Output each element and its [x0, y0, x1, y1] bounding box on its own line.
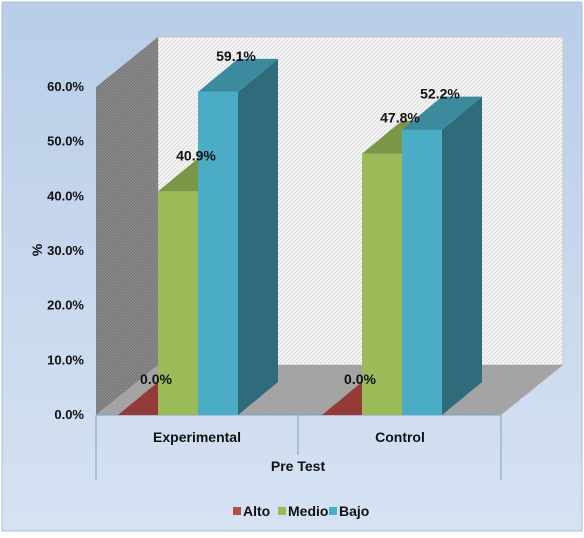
- legend-label-bajo: Bajo: [339, 503, 369, 519]
- y-axis-title: %: [29, 243, 45, 256]
- data-label: 40.9%: [176, 147, 216, 163]
- x-category-label-0: Experimental: [153, 429, 241, 445]
- data-label: 52.2%: [420, 86, 460, 102]
- data-label: 47.8%: [380, 110, 420, 126]
- y-tick-label: 60.0%: [47, 79, 84, 94]
- data-label: 0.0%: [140, 371, 172, 387]
- bar-bajo-control: [402, 97, 482, 415]
- legend-label-medio: Medio: [288, 503, 328, 519]
- x-category-label-1: Control: [375, 429, 425, 445]
- y-tick-label: 10.0%: [47, 352, 84, 367]
- data-label: 0.0%: [344, 371, 376, 387]
- y-tick-label: 30.0%: [47, 243, 84, 258]
- bar-side-face: [238, 59, 278, 415]
- x-axis-title: Pre Test: [271, 458, 326, 474]
- legend: Alto Medio Bajo: [233, 503, 369, 519]
- side-wall: [96, 37, 158, 415]
- bar-front-face: [402, 130, 442, 415]
- bar-side-face: [442, 97, 482, 415]
- y-tick-label: 0.0%: [54, 407, 84, 422]
- legend-swatch-medio: [278, 507, 286, 515]
- legend-label-alto: Alto: [243, 503, 270, 519]
- legend-swatch-bajo: [329, 507, 337, 515]
- bar-bajo-experimental: [198, 59, 278, 415]
- data-label: 59.1%: [216, 48, 256, 64]
- y-tick-label: 40.0%: [47, 188, 84, 203]
- y-tick-label: 50.0%: [47, 134, 84, 149]
- bar-front-face: [198, 92, 238, 415]
- legend-swatch-alto: [233, 507, 241, 515]
- y-tick-label: 20.0%: [47, 298, 84, 313]
